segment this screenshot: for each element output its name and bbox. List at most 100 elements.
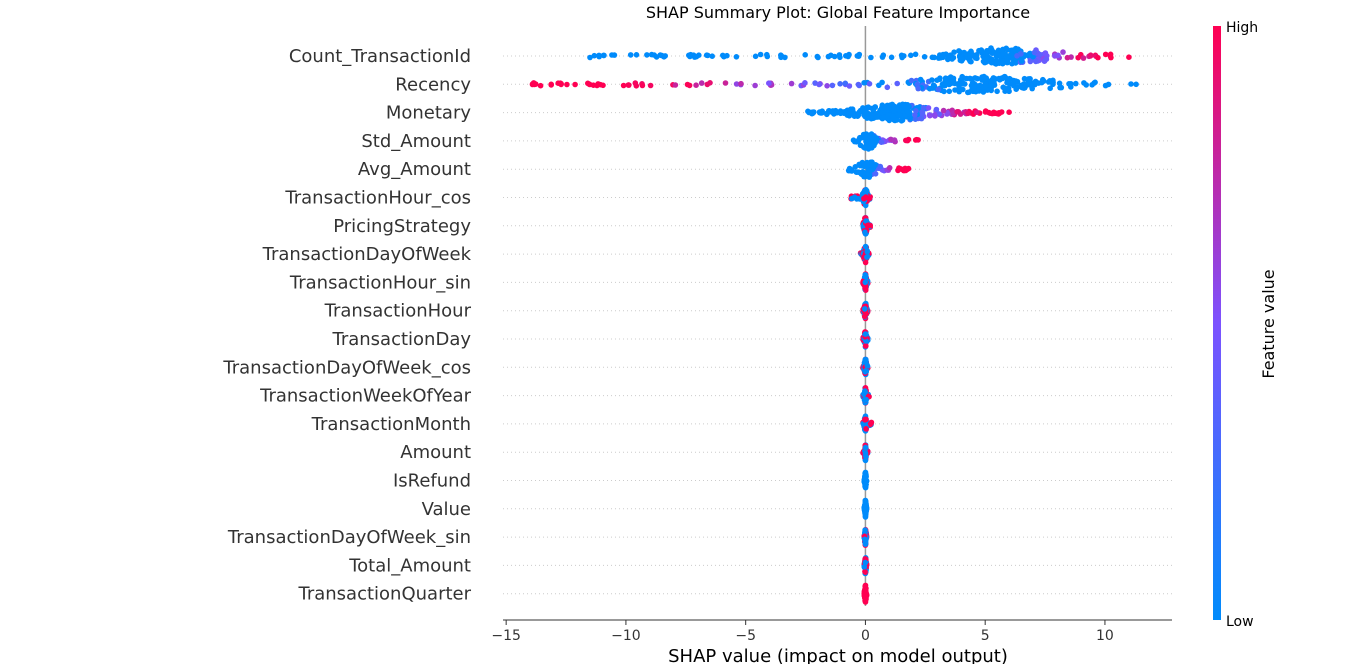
shap-point bbox=[1009, 60, 1015, 67]
shap-point bbox=[961, 49, 967, 56]
shap-point bbox=[1083, 82, 1089, 88]
shap-point bbox=[862, 444, 869, 451]
shap-point bbox=[869, 134, 875, 140]
shap-point bbox=[611, 52, 618, 58]
shap-point bbox=[946, 88, 953, 95]
shap-point bbox=[920, 104, 927, 111]
x-tick-label: −10 bbox=[611, 628, 641, 644]
shap-point bbox=[943, 80, 950, 87]
shap-point bbox=[1126, 54, 1132, 60]
x-tick-label: 10 bbox=[1096, 628, 1114, 644]
shap-point bbox=[1032, 78, 1039, 85]
shap-point bbox=[960, 86, 966, 93]
shap-point bbox=[1075, 54, 1081, 61]
shap-point bbox=[594, 82, 600, 89]
shap-point bbox=[857, 135, 864, 141]
shap-point bbox=[861, 195, 867, 202]
shap-point bbox=[930, 82, 937, 88]
shap-point bbox=[972, 75, 978, 81]
shap-point bbox=[921, 54, 928, 60]
shap-point bbox=[994, 88, 1000, 95]
x-tick-label: −5 bbox=[735, 628, 756, 644]
feature-label: TransactionDayOfWeek bbox=[262, 244, 472, 265]
shap-point bbox=[720, 52, 726, 59]
shap-point bbox=[738, 80, 744, 87]
shap-point bbox=[864, 362, 870, 369]
shap-point bbox=[1058, 84, 1065, 91]
shap-points bbox=[529, 45, 1139, 605]
shap-point bbox=[940, 54, 946, 61]
shap-point bbox=[1040, 78, 1047, 84]
shap-point bbox=[1042, 50, 1049, 56]
shap-point bbox=[591, 52, 598, 59]
shap-point bbox=[918, 115, 925, 122]
shap-point bbox=[961, 75, 967, 81]
shap-point bbox=[894, 80, 900, 87]
shap-point bbox=[965, 110, 971, 117]
shap-point bbox=[558, 80, 564, 87]
shap-point bbox=[802, 52, 808, 58]
shap-point bbox=[858, 171, 865, 177]
shap-point bbox=[862, 243, 869, 250]
shap-point bbox=[906, 110, 913, 116]
shap-point bbox=[1068, 81, 1074, 87]
shap-point bbox=[862, 514, 869, 520]
shap-point bbox=[1036, 51, 1043, 58]
shap-point bbox=[863, 426, 869, 432]
shap-point bbox=[868, 54, 874, 61]
shap-point bbox=[752, 53, 759, 60]
shap-point bbox=[999, 51, 1005, 57]
shap-point bbox=[884, 84, 891, 91]
shap-point bbox=[891, 107, 897, 114]
feature-label: PricingStrategy bbox=[333, 216, 471, 237]
shap-point bbox=[1005, 88, 1012, 94]
shap-point bbox=[1018, 58, 1025, 64]
shap-point bbox=[846, 165, 853, 172]
shap-point bbox=[648, 51, 655, 58]
shap-point bbox=[903, 137, 909, 144]
shap-point bbox=[863, 283, 869, 290]
feature-label: IsRefund bbox=[393, 471, 471, 492]
shap-point bbox=[837, 54, 843, 61]
shap-point bbox=[704, 52, 711, 59]
shap-point bbox=[896, 165, 902, 171]
shap-point bbox=[863, 508, 869, 515]
shap-point bbox=[687, 53, 693, 60]
shap-point bbox=[907, 114, 913, 120]
feature-label: Count_TransactionId bbox=[289, 46, 471, 67]
shap-point bbox=[862, 569, 868, 575]
shap-point bbox=[862, 342, 869, 349]
shap-point bbox=[1033, 58, 1039, 65]
shap-point bbox=[1105, 81, 1112, 88]
shap-point bbox=[829, 108, 836, 115]
shap-point bbox=[862, 229, 868, 235]
shap-point bbox=[1004, 79, 1010, 86]
shap-point bbox=[925, 105, 932, 111]
feature-label: TransactionDayOfWeek_sin bbox=[227, 527, 471, 548]
shap-point bbox=[876, 82, 882, 89]
shap-point bbox=[877, 163, 884, 170]
shap-point bbox=[908, 52, 914, 59]
shap-point bbox=[862, 331, 869, 337]
shap-point bbox=[862, 356, 869, 363]
shap-point bbox=[898, 52, 905, 59]
shap-point bbox=[866, 81, 873, 87]
shap-point bbox=[1047, 85, 1053, 92]
row-grid-lines bbox=[503, 55, 1172, 595]
feature-label: Monetary bbox=[386, 103, 472, 124]
feature-label: Std_Amount bbox=[361, 131, 471, 152]
shap-point bbox=[879, 54, 886, 60]
shap-point bbox=[733, 54, 740, 60]
shap-point bbox=[878, 139, 885, 145]
shap-point bbox=[863, 189, 869, 195]
shap-point bbox=[936, 76, 943, 83]
shap-point bbox=[627, 52, 634, 58]
shap-point bbox=[864, 249, 871, 255]
shap-point bbox=[817, 109, 824, 115]
shap-point bbox=[870, 107, 877, 114]
shap-point bbox=[864, 222, 871, 229]
shap-point bbox=[863, 396, 869, 403]
shap-point bbox=[863, 481, 869, 488]
x-axis: −15 −10 −5 0 5 10 bbox=[491, 619, 1172, 644]
